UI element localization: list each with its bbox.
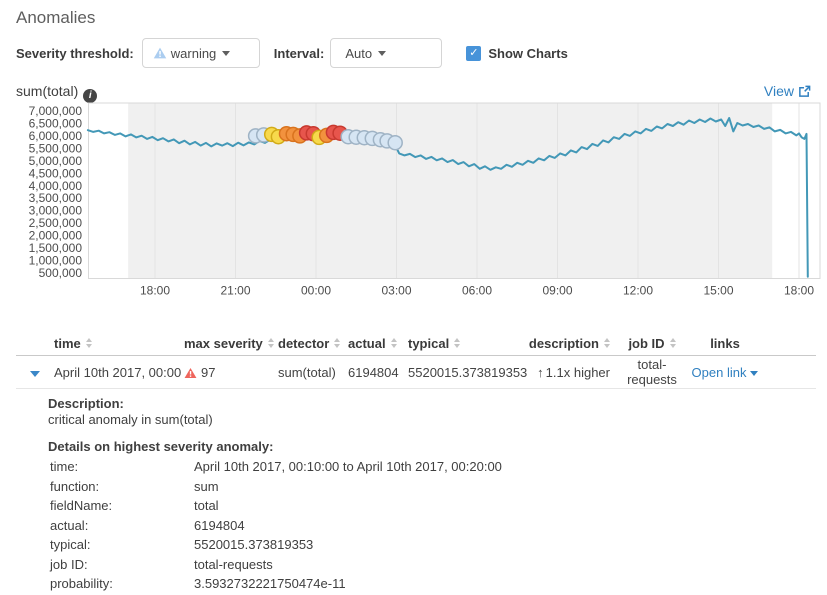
svg-text:1,500,000: 1,500,000 [29,241,83,255]
svg-text:00:00: 00:00 [301,284,331,298]
svg-text:03:00: 03:00 [381,284,411,298]
cell-links: Open link [690,365,760,380]
anomalies-table: time max severity detector actual typica… [16,331,816,594]
detail-row-job-id: job ID: total-requests [50,556,273,572]
svg-text:15:00: 15:00 [703,284,733,298]
interval-select[interactable]: Auto [330,38,443,68]
detail-row-actual: actual: 6194804 [50,517,245,533]
sort-icon [390,338,397,348]
description-section-label: Description: [48,396,124,411]
severity-threshold-value: warning [170,45,217,61]
detail-row-typical: typical: 5520015.373819353 [50,537,314,552]
column-header-typical[interactable]: typical [408,336,530,351]
svg-text:12:00: 12:00 [623,284,653,298]
svg-text:500,000: 500,000 [39,266,83,280]
chart-title: sum(total) [16,83,79,99]
cell-actual: 6194804 [348,364,399,380]
check-icon: ✓ [469,46,479,59]
column-header-actual[interactable]: actual [348,336,408,351]
column-header-detector[interactable]: detector [278,336,348,351]
page-title: Anomalies [16,8,96,27]
view-link[interactable]: View [764,83,811,99]
column-header-job-id[interactable]: job ID [614,336,690,351]
svg-text:4,000,000: 4,000,000 [29,179,83,193]
controls-bar: Severity threshold: warning Interval: Au… [16,38,568,68]
sort-icon [334,338,341,348]
chevron-down-icon [378,50,387,56]
show-charts-checkbox[interactable]: ✓ [466,45,482,61]
sort-icon [267,338,274,348]
severity-threshold-select[interactable]: warning [141,38,260,68]
detail-row-time: time: April 10th 2017, 00:10:00 to April … [50,459,502,474]
anomaly-marker-warning[interactable] [387,134,403,151]
svg-text:2,000,000: 2,000,000 [29,229,83,243]
sort-icon [669,338,676,348]
row-details-panel: Description: critical anomaly in sum(tot… [16,389,816,594]
anomaly-chart[interactable]: 18:00 21:00 00:00 03:00 06:00 09:00 12:00 15:00… [0,100,827,305]
cell-typical: 5520015.373819353 [408,364,528,380]
svg-text:3,500,000: 3,500,000 [29,191,83,205]
svg-text:7,000,000: 7,000,000 [29,104,83,118]
severity-threshold-label: Severity threshold: [16,45,134,61]
detail-row-probability: probability: 3.5932732221750474e-11 [50,576,346,591]
detail-row-function: function: sum [50,478,219,494]
svg-text:4,500,000: 4,500,000 [29,166,83,180]
sort-icon [85,338,92,348]
info-icon[interactable]: i [83,89,98,103]
cell-max-severity: 97 [184,365,278,380]
description-text: critical anomaly in sum(total) [48,412,213,427]
cell-job-id: total-requests [627,357,677,387]
svg-text:6,000,000: 6,000,000 [29,129,83,143]
column-header-links: links [710,335,740,351]
interval-label: Interval: [273,45,325,61]
cell-time: April 10th 2017, 00:00 [54,364,182,380]
svg-text:18:00: 18:00 [140,284,170,298]
cell-detector: sum(total) [278,364,336,380]
details-section-label: Details on highest severity anomaly: [48,439,274,454]
svg-text:5,000,000: 5,000,000 [29,154,83,168]
table-header-row: time max severity detector actual typica… [16,331,816,356]
severity-score: 97 [201,364,216,380]
sort-icon [454,338,461,348]
column-header-max-severity[interactable]: max severity [184,336,278,351]
external-link-icon [799,85,811,97]
trend-up-arrow-icon: ↑ [537,364,544,380]
detail-row-fieldname: fieldName: total [50,498,219,513]
table-row: April 10th 2017, 00:00 97 sum(total) 619… [16,356,816,389]
interval-value: Auto [345,45,373,61]
svg-text:09:00: 09:00 [542,284,572,298]
svg-text:18:00: 18:00 [784,284,814,298]
chevron-down-icon [222,50,231,56]
warning-severity-icon [153,47,167,59]
svg-text:06:00: 06:00 [462,284,492,298]
cell-description: ↑ 1.1x higher [537,364,610,380]
sort-icon [604,338,610,348]
svg-text:2,500,000: 2,500,000 [29,216,83,230]
chart-header: sum(total) i View [16,83,811,103]
chevron-down-icon [750,370,759,376]
critical-severity-icon [184,367,197,378]
svg-text:3,000,000: 3,000,000 [29,204,83,218]
svg-text:1,000,000: 1,000,000 [29,254,83,268]
show-charts-label: Show Charts [488,45,568,61]
metric-line [86,117,809,278]
column-header-description[interactable]: description [529,336,614,351]
collapse-row-caret-icon[interactable] [30,370,40,377]
column-header-time[interactable]: time [54,336,184,351]
svg-text:21:00: 21:00 [220,284,250,298]
svg-text:6,500,000: 6,500,000 [29,116,83,130]
svg-text:5,500,000: 5,500,000 [29,141,83,155]
open-link-dropdown[interactable]: Open link [692,365,759,380]
